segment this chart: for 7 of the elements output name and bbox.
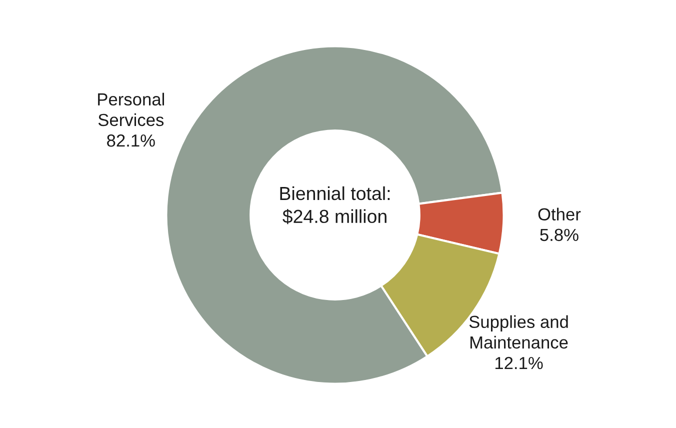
- data-label: 5.8%: [540, 228, 578, 242]
- data-label: 82.1%: [107, 134, 155, 147]
- slice-label: Personal Services: [98, 92, 164, 126]
- slice-label: Supplies and Maintenance: [469, 315, 568, 349]
- text: Biennial total: $24.8 million: [280, 186, 390, 224]
- data-label: 12.1%: [495, 356, 543, 370]
- slice-label: Other: [538, 208, 581, 220]
